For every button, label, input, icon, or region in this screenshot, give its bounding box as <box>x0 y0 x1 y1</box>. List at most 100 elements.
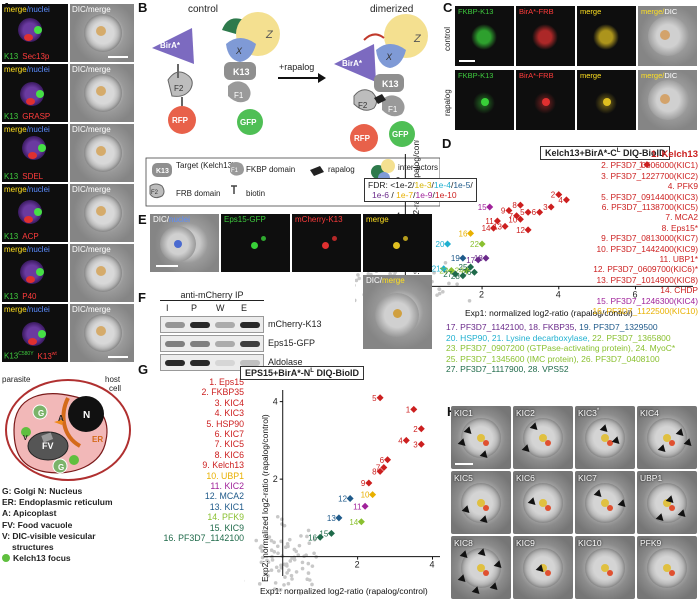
diagram-host-label-2: cell <box>109 384 121 393</box>
data-point-2 <box>417 425 425 433</box>
panel-h-cell-label: KIC5 <box>454 473 473 483</box>
d-list-item: 6. PF3D7_1138700(KIC5) <box>601 202 698 213</box>
dim-x-label: X <box>385 52 393 62</box>
g-list-item: 15. KIC9 <box>209 522 244 533</box>
point-label-4: 4 <box>398 436 403 445</box>
d-list-item: 7. MCA2 <box>665 212 698 223</box>
data-point-21 <box>440 265 448 273</box>
dic-label: DIC/merge <box>72 245 111 254</box>
panel-a-dic-image: DIC/merge <box>70 304 134 362</box>
point-label-11: 11 <box>485 217 494 226</box>
g-list-item: 12. MCA2 <box>204 491 244 502</box>
diagram-host-label-1: host <box>105 375 121 384</box>
point-label-13: 13 <box>493 222 502 231</box>
data-point-12 <box>346 495 354 502</box>
panel-letter-e: E <box>138 212 147 227</box>
point-label-21: 21 <box>432 265 441 274</box>
background-protein-dot <box>355 283 356 287</box>
point-label-9: 9 <box>361 479 366 488</box>
point-label-7: 7 <box>509 212 514 221</box>
background-protein-dot <box>292 555 297 560</box>
background-protein-dot <box>276 551 280 556</box>
panel-h-cell-pfk9: PFK9 <box>637 536 697 599</box>
bira-label: BirA* <box>160 41 181 50</box>
d-list-item: 13. PF3D7_1014900(KIC8) <box>596 274 699 285</box>
scale-bar <box>108 56 128 58</box>
lane-label: I <box>166 303 169 313</box>
d-list-item: 9. PF3D7_0813000(KIC7) <box>601 233 698 244</box>
panel-d-protein-list: 1. Kelch13 2. PF3D7_0606000(KIC1) 3. PF3D7… <box>584 149 699 317</box>
background-protein-dot <box>269 538 274 543</box>
rfp-circle <box>168 106 196 134</box>
panel-h-cell-kic7: KIC7 <box>575 471 635 534</box>
background-protein-dot <box>259 544 264 549</box>
legend-biotin: biotin <box>246 189 265 198</box>
data-point-22 <box>478 240 486 248</box>
background-protein-dot <box>366 272 371 276</box>
panel-a-fluor-image: merge/nuclei K13 P40 <box>2 244 68 302</box>
point-label-18: 18 <box>474 254 483 263</box>
panel-a-dic-image: DIC/merge <box>70 184 134 242</box>
panel-h-cell-label: KIC8 <box>454 538 473 548</box>
f2-shape <box>167 71 193 97</box>
x-tick-label: 4 <box>430 560 435 570</box>
data-point-23 <box>447 266 455 274</box>
dim-f2-label: F2 <box>358 101 368 110</box>
panel-c-col-label: merge/DIC <box>641 71 678 80</box>
panel-a-bottom-label: K13C580Y K13wt <box>4 351 57 361</box>
d-list-item: 1. Kelch13 <box>651 149 698 160</box>
point-label-14: 14 <box>482 224 491 233</box>
background-protein-dot <box>299 534 303 538</box>
panel-c-image: BirA*-FRB <box>516 70 575 130</box>
background-protein-dot <box>276 569 281 573</box>
legend-line-6: structures <box>12 542 54 553</box>
data-point-11 <box>493 217 501 225</box>
diagram-label-g: G <box>38 409 44 418</box>
background-protein-dot <box>274 565 279 570</box>
merged-signal <box>96 266 106 276</box>
f1-shape <box>228 81 251 103</box>
panel-a-dic-image: DIC/merge <box>70 64 134 122</box>
background-protein-dot <box>300 560 305 565</box>
rapalog-arrow-label: +rapalog <box>279 62 314 72</box>
dim-y-shape <box>376 44 406 68</box>
panel-h-cell-kic2: KIC2 <box>513 406 573 469</box>
g-list-item: 14. PFK9 <box>207 512 244 523</box>
point-label-23: 23 <box>439 266 448 275</box>
biotin-arrow <box>363 33 385 41</box>
background-protein-dot <box>269 568 274 573</box>
legend-frb: FRB domain <box>176 189 220 198</box>
background-protein-dot <box>294 549 298 554</box>
panel-letter-f: F <box>138 290 146 305</box>
f2-label: F2 <box>174 84 184 93</box>
golgi-dot <box>32 404 48 420</box>
panel-f-title-rule <box>160 300 264 301</box>
data-point-13 <box>335 514 343 522</box>
er-shape <box>61 397 82 448</box>
background-protein-dot <box>455 282 459 286</box>
panel-letter-d: D <box>442 136 452 151</box>
background-protein-dot <box>259 560 264 565</box>
blot-label: mCherry-K13 <box>268 319 322 329</box>
background-protein-dot <box>297 543 302 548</box>
panel-h-cell-kic8: KIC8 <box>451 536 511 599</box>
k13-focus-signal <box>36 90 44 98</box>
background-protein-dot <box>355 278 359 283</box>
dim-f1-label: F1 <box>388 105 398 114</box>
panel-d-bottom-list: 17. PF3D7_1142100, 18. FKBP35, 19. PF3D7… <box>446 322 676 374</box>
data-point-28 <box>459 272 467 280</box>
organelle-signal <box>24 216 33 223</box>
background-protein-dot <box>356 273 360 277</box>
point-label-6: 6 <box>532 208 537 217</box>
background-protein-dot <box>279 563 283 568</box>
point-label-1: 1 <box>639 161 644 170</box>
panel-h-cell-label: KIC9 <box>516 538 535 548</box>
background-protein-dot <box>279 539 283 544</box>
point-label-24: 24 <box>455 266 464 275</box>
g-list-item: 11. KIC2 <box>210 481 244 492</box>
blot-band <box>165 341 185 347</box>
point-label-8: 8 <box>512 201 517 210</box>
panel-e-label: merge <box>366 215 389 224</box>
data-point-17 <box>474 256 482 264</box>
